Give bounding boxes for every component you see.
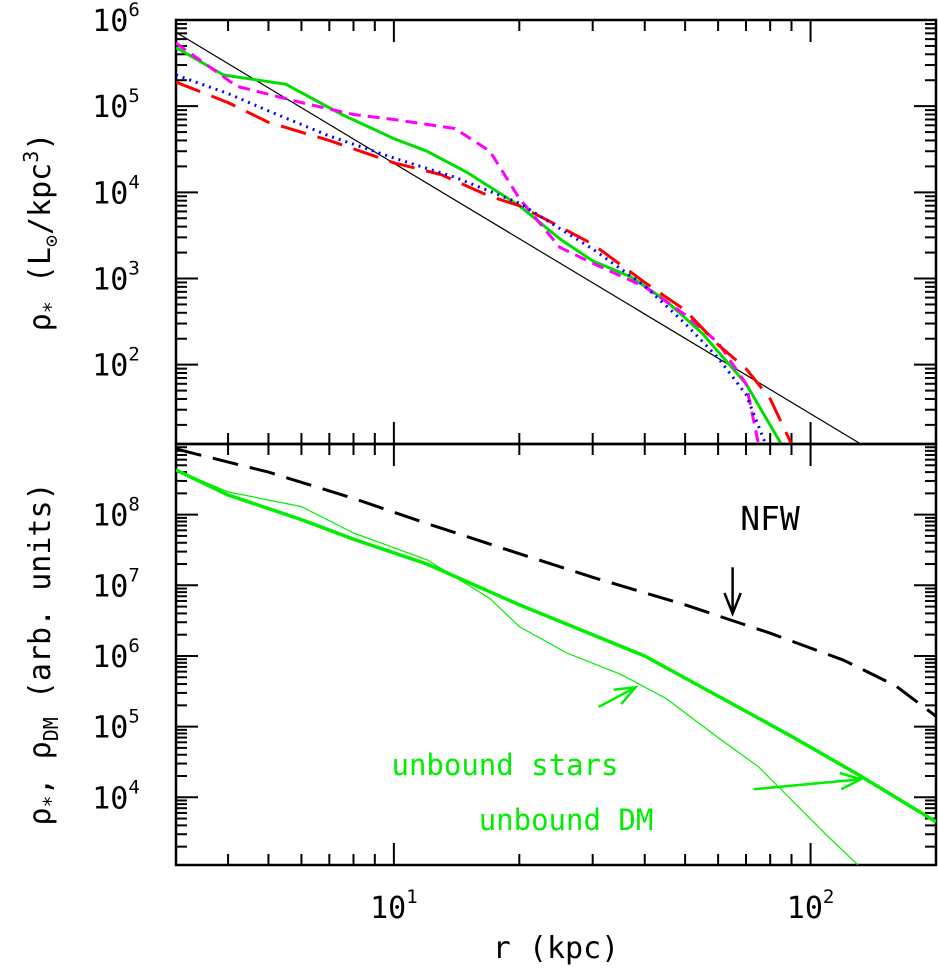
y-tick-label: 108 — [92, 494, 140, 534]
top-series-group — [176, 31, 862, 444]
bottom-panel: 104 105 106 107 108 101 102 NFW unbound stars u… — [23, 442, 938, 966]
x-tick-label: 102 — [787, 886, 835, 926]
top-series-line-dashed — [176, 41, 760, 444]
top-y-tick-labels: 102 103 104 105 106 — [92, 0, 140, 384]
x-tick-labels: 101 102 — [370, 886, 834, 926]
y-tick-label: 104 — [92, 776, 140, 816]
bottom-series-group — [176, 447, 936, 865]
nfw-arrowhead — [723, 592, 742, 617]
bottom-annotations: NFW unbound stars unbound DM — [392, 499, 865, 837]
unbound-dm-label: unbound DM — [479, 803, 654, 837]
y-tick-label: 105 — [92, 706, 140, 746]
unbound-dm-arrow — [753, 777, 861, 791]
bottom-y-tick-labels: 104 105 106 107 108 — [92, 494, 140, 817]
unbound-stars-arrow — [598, 686, 637, 709]
y-tick-label: 103 — [92, 257, 140, 297]
y-tick-label: 106 — [92, 635, 140, 675]
top-plot-frame — [174, 18, 938, 446]
bot-series-line-thin — [176, 469, 859, 865]
unbound-dm-arrowhead — [839, 771, 865, 791]
y-tick-label: 105 — [92, 85, 140, 125]
top-axis-ticks — [175, 19, 937, 444]
top-series-line-solid — [176, 46, 783, 444]
top-series-line-longdash — [176, 80, 793, 444]
unbound-stars-label: unbound stars — [392, 748, 619, 782]
top-y-axis-title: ρ* (L⊙/kpc3) — [19, 133, 63, 332]
bottom-plot-frame — [174, 442, 938, 867]
nfw-label: NFW — [740, 499, 800, 538]
bot-series-line-longdash — [176, 447, 936, 718]
bot-series-line-thick — [176, 468, 936, 824]
y-tick-label: 107 — [92, 564, 140, 604]
unbound-stars-arrowhead — [613, 685, 639, 705]
y-tick-label: 102 — [92, 344, 140, 384]
y-tick-label: 106 — [92, 0, 140, 39]
top-panel: 102 103 104 105 106 ρ* (L⊙/kpc3) — [19, 0, 938, 446]
x-tick-label: 101 — [370, 886, 418, 926]
bottom-y-axis-title: ρ*, ρDM (arb. units) — [23, 482, 63, 825]
bottom-axis-ticks — [175, 443, 937, 865]
top-series-line-thin — [176, 31, 862, 444]
x-axis-title: r (kpc) — [493, 931, 619, 966]
y-tick-label: 104 — [92, 171, 140, 211]
top-series-line-dotted — [176, 73, 767, 444]
